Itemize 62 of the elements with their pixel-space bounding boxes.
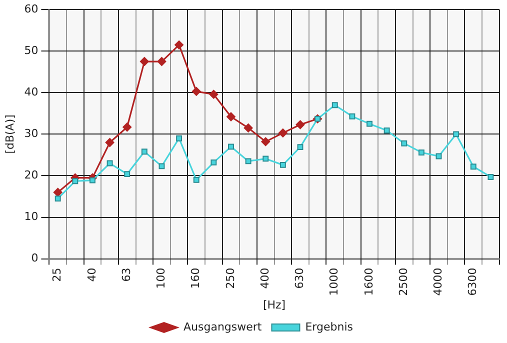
point xyxy=(262,156,269,162)
point xyxy=(122,122,132,132)
point xyxy=(401,140,408,146)
point xyxy=(193,176,200,183)
x-tick-label: 160 xyxy=(189,268,202,289)
point xyxy=(124,171,130,178)
point xyxy=(53,188,62,197)
point xyxy=(384,127,390,134)
point xyxy=(366,120,372,127)
point xyxy=(141,148,148,155)
y-axis-title: [dB(A)] xyxy=(3,114,16,154)
point xyxy=(261,137,270,146)
point xyxy=(90,177,96,184)
point xyxy=(106,160,113,166)
x-tick-label: 25 xyxy=(50,268,64,282)
y-tick-label: 10 xyxy=(24,210,38,224)
point xyxy=(278,128,288,138)
point xyxy=(349,113,356,120)
point xyxy=(209,90,218,99)
point xyxy=(210,159,217,166)
x-tick-label: 2500 xyxy=(396,268,410,296)
point xyxy=(436,153,442,160)
point xyxy=(470,164,476,170)
point xyxy=(228,144,234,150)
point xyxy=(54,196,61,202)
x-tick-label: 4000 xyxy=(432,268,445,296)
y-tick-label: 20 xyxy=(24,168,38,182)
point xyxy=(418,150,424,156)
point xyxy=(453,131,460,138)
x-tick-label: 630 xyxy=(293,268,306,289)
x-tick-label: 1600 xyxy=(362,268,376,296)
point xyxy=(192,86,201,96)
point xyxy=(105,138,114,148)
y-tick-label: 50 xyxy=(24,44,38,57)
point xyxy=(296,120,305,130)
point xyxy=(297,144,304,150)
x-tick-label: 1000 xyxy=(328,268,341,296)
point xyxy=(158,163,165,170)
x-axis-title: [Hz] xyxy=(262,298,286,312)
point xyxy=(72,178,78,184)
point xyxy=(280,162,286,168)
point xyxy=(140,57,149,66)
point xyxy=(174,40,184,50)
point xyxy=(157,57,166,66)
x-tick-label: 40 xyxy=(85,268,98,282)
point xyxy=(245,158,252,164)
point xyxy=(176,135,182,142)
point xyxy=(488,174,494,180)
legend-label: Ergebnis xyxy=(305,320,354,334)
x-tick-label: 100 xyxy=(154,268,168,289)
point xyxy=(226,112,236,122)
y-tick-label: 40 xyxy=(24,86,38,99)
x-tick-label: 6300 xyxy=(466,268,480,296)
legend-label: Ausgangswert xyxy=(183,320,262,334)
x-tick-label: 400 xyxy=(258,268,272,289)
x-tick-label: 63 xyxy=(120,268,133,282)
x-tick-label: 250 xyxy=(224,268,237,289)
point xyxy=(244,123,253,132)
point xyxy=(332,102,338,108)
y-tick-label: 30 xyxy=(24,127,38,140)
y-tick-label: 0 xyxy=(31,252,38,265)
y-tick-label: 60 xyxy=(24,2,38,16)
